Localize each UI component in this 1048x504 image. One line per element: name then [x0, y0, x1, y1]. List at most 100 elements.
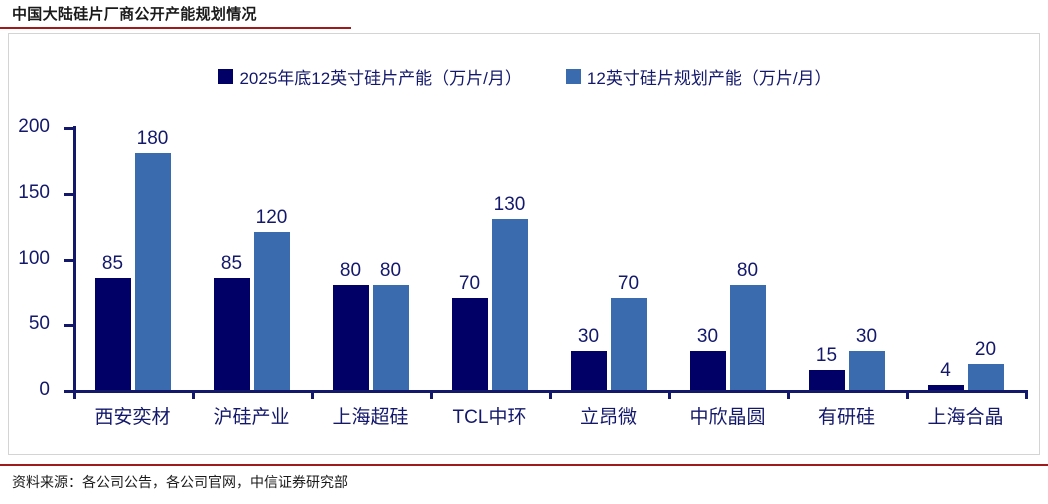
bar-series-1[interactable]: [332, 284, 369, 390]
x-tick: [787, 390, 790, 399]
bar-column: 80: [332, 127, 369, 390]
bar-series-2[interactable]: [134, 153, 171, 390]
legend-item-2[interactable]: 12英寸硅片规划产能（万片/月）: [565, 64, 832, 89]
bar-column: 30: [570, 127, 607, 390]
y-axis-line: [73, 126, 76, 391]
bar-value-label: 130: [493, 194, 526, 216]
bar-value-label: 80: [736, 259, 759, 281]
x-category-label-8: 上海合晶: [927, 407, 1004, 428]
bar-column: 120: [253, 127, 290, 390]
bar-series-2[interactable]: [253, 232, 290, 390]
bar-series-2[interactable]: [491, 219, 528, 390]
y-tick: 200: [18, 116, 73, 137]
legend-item-1[interactable]: 2025年底12英寸硅片产能（万片/月）: [218, 64, 522, 89]
bar-series-1[interactable]: [808, 370, 845, 390]
x-category-label-2: 沪硅产业: [213, 407, 290, 428]
bar-series-2[interactable]: [967, 363, 1004, 390]
bar-value-label: 85: [101, 253, 124, 275]
footer-divider: [0, 464, 1048, 466]
bar-value-label: 80: [339, 259, 362, 281]
bar-group: 30 80: [668, 127, 787, 390]
bar-pair: 85 120: [192, 127, 311, 390]
bar-value-label: 15: [815, 345, 838, 367]
y-tick-label: 150: [18, 181, 50, 203]
bar-column: 4: [927, 127, 964, 390]
bar-group: 4 20: [906, 127, 1025, 390]
bar-value-label: 4: [940, 359, 951, 381]
x-category-label-3: 上海超硅: [332, 407, 409, 428]
bar-pair: 80 80: [311, 127, 430, 390]
title-bar: 中国大陆硅片厂商公开产能规划情况: [0, 0, 1048, 30]
bar-value-label: 180: [136, 128, 169, 150]
x-category-label-5: 立昂微: [579, 407, 637, 428]
chart-legend: 2025年底12英寸硅片产能（万片/月） 12英寸硅片规划产能（万片/月）: [9, 64, 1041, 89]
bar-pair: 4 20: [906, 127, 1025, 390]
bar-series-2[interactable]: [848, 350, 885, 390]
bar-column: 85: [213, 127, 250, 390]
bar-pair: 70 130: [430, 127, 549, 390]
y-tick-label: 50: [28, 313, 50, 335]
bar-group: 15 30: [787, 127, 906, 390]
bar-series-1[interactable]: [927, 384, 964, 390]
bar-column: 180: [134, 127, 171, 390]
bar-value-label: 30: [855, 325, 878, 347]
x-tick: [192, 390, 195, 399]
x-tick: [906, 390, 909, 399]
bar-value-label: 30: [696, 325, 719, 347]
x-tick: [311, 390, 314, 399]
chart-plot-area: 0 50 100 150 200 85 180 85 120 80 80 70 130 30 70 30 80…: [18, 116, 1028, 428]
x-axis-labels: 西安奕材 沪硅产业 上海超硅 TCL中环 立昂微 中欣晶圆 有研硅 上海合晶: [73, 402, 1025, 429]
y-tick: 50: [29, 313, 73, 334]
y-tick: 100: [18, 248, 73, 269]
bar-series-2[interactable]: [372, 284, 409, 390]
bar-column: 70: [610, 127, 647, 390]
bar-value-label: 20: [974, 338, 997, 360]
x-tick: [1025, 390, 1028, 399]
legend-swatch-icon: [565, 69, 581, 84]
bar-group: 30 70: [549, 127, 668, 390]
x-tick: [430, 390, 433, 399]
bar-pair: 30 80: [668, 127, 787, 390]
bar-group: 80 80: [311, 127, 430, 390]
legend-swatch-icon: [218, 69, 234, 84]
bar-groups: 85 180 85 120 80 80 70 130 30 70 30 80 15 30 4 20: [73, 127, 1025, 390]
bar-series-2[interactable]: [729, 284, 766, 390]
bar-value-label: 120: [255, 207, 288, 229]
bar-column: 15: [808, 127, 845, 390]
bar-series-1[interactable]: [689, 350, 726, 390]
bar-series-1[interactable]: [94, 278, 131, 390]
y-tick: 0: [39, 379, 73, 400]
x-tick: [549, 390, 552, 399]
bar-column: 130: [491, 127, 528, 390]
x-category-label-1: 西安奕材: [94, 407, 171, 428]
page-title: 中国大陆硅片厂商公开产能规划情况: [12, 6, 257, 23]
bar-series-1[interactable]: [570, 350, 607, 390]
bar-column: 30: [689, 127, 726, 390]
bar-value-label: 85: [220, 253, 243, 275]
bar-column: 30: [848, 127, 885, 390]
bar-column: 80: [372, 127, 409, 390]
bar-column: 20: [967, 127, 1004, 390]
bar-series-2[interactable]: [610, 297, 647, 390]
bar-group: 85 180: [73, 127, 192, 390]
legend-label: 2025年底12英寸硅片产能（万片/月）: [239, 69, 522, 88]
title-divider: [0, 27, 351, 29]
bar-column: 85: [94, 127, 131, 390]
y-tick-label: 100: [18, 247, 50, 269]
bar-series-1[interactable]: [451, 297, 488, 390]
bar-pair: 15 30: [787, 127, 906, 390]
x-category-label-7: 有研硅: [817, 407, 875, 428]
chart-frame: 2025年底12英寸硅片产能（万片/月） 12英寸硅片规划产能（万片/月） 0 50…: [8, 33, 1040, 455]
bar-series-1[interactable]: [213, 278, 250, 390]
source-note: 资料来源：各公司公告，各公司官网，中信证券研究部: [12, 474, 348, 490]
x-category-label-6: 中欣晶圆: [689, 407, 766, 428]
y-tick: 150: [18, 182, 73, 203]
y-tick-label: 0: [39, 379, 50, 400]
bar-pair: 30 70: [549, 127, 668, 390]
bar-value-label: 80: [379, 259, 402, 281]
bar-group: 70 130: [430, 127, 549, 390]
bar-group: 85 120: [192, 127, 311, 390]
x-tick: [668, 390, 671, 399]
bar-value-label: 70: [617, 272, 640, 294]
y-tick-label: 200: [18, 116, 50, 137]
